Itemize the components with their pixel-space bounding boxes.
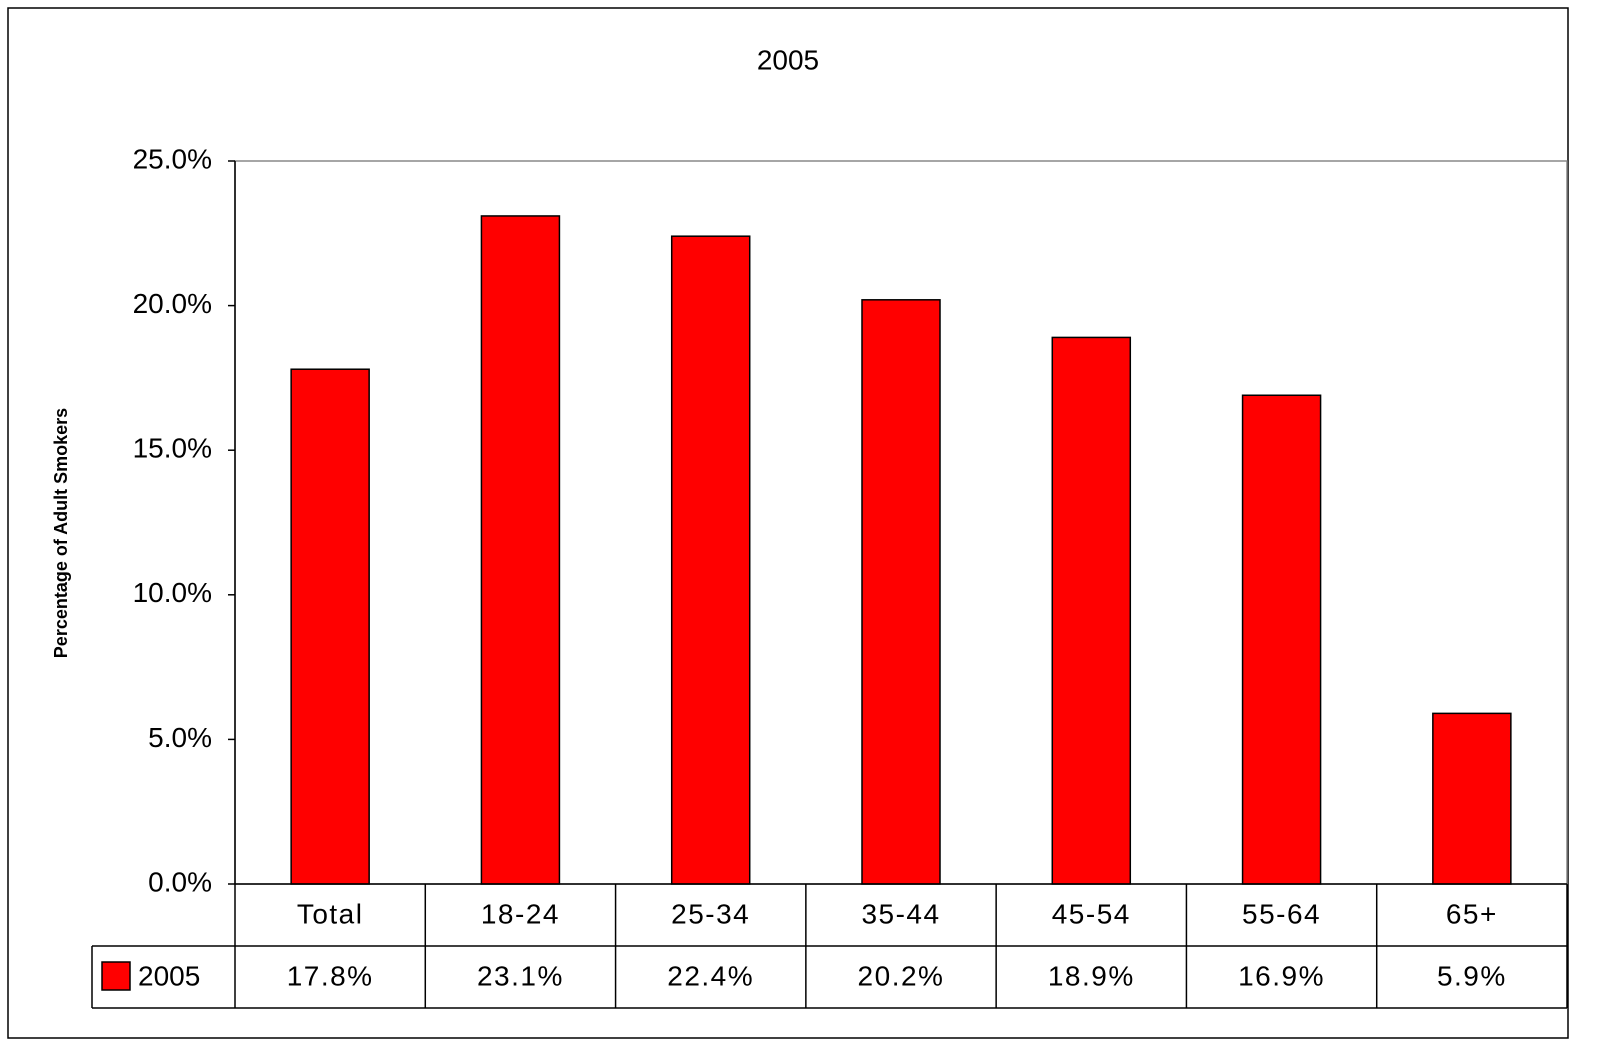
y-tick-label: 10.0% (133, 577, 212, 608)
table-value: 23.1% (477, 960, 564, 991)
chart-title: 2005 (757, 44, 819, 75)
bar (1241, 394, 1322, 885)
x-tick-label: Total (297, 898, 364, 929)
bar (861, 299, 941, 885)
legend-label: 2005 (138, 960, 200, 991)
bar (1051, 336, 1132, 885)
table-value: 18.9% (1048, 960, 1135, 991)
y-tick-label: 20.0% (133, 288, 212, 319)
x-tick-label: 55-64 (1242, 898, 1321, 929)
bar (290, 368, 370, 885)
table-value: 20.2% (858, 960, 945, 991)
table-value: 17.8% (287, 960, 374, 991)
y-tick-label: 0.0% (148, 866, 212, 897)
y-tick-label: 25.0% (133, 143, 212, 174)
legend-key (101, 961, 131, 991)
y-axis-label: Percentage of Adult Smokers (51, 408, 71, 658)
x-tick-label: 45-54 (1052, 898, 1131, 929)
x-tick-label: 25-34 (671, 898, 750, 929)
x-tick-label: 35-44 (861, 898, 940, 929)
bar (480, 215, 561, 885)
table-value: 16.9% (1238, 960, 1325, 991)
table-value: 22.4% (667, 960, 754, 991)
table-value: 5.9% (1437, 960, 1507, 991)
y-tick-label: 5.0% (148, 722, 212, 753)
bar (670, 235, 751, 885)
x-tick-label: 18-24 (481, 898, 560, 929)
y-tick-label: 15.0% (133, 433, 212, 464)
x-tick-label: 65+ (1446, 898, 1498, 929)
bar (1432, 712, 1512, 885)
